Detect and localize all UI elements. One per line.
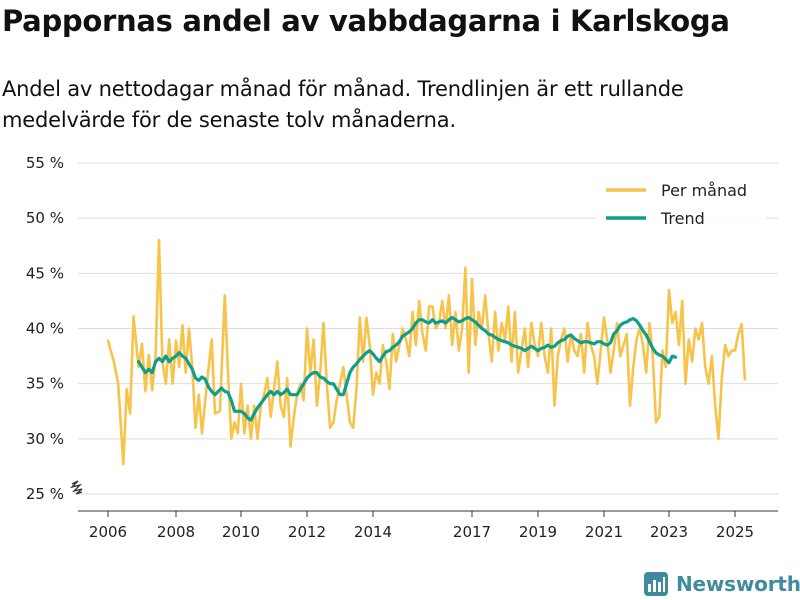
series-lines	[106, 238, 747, 466]
legend: Per månad Trend	[596, 177, 766, 235]
y-tick-label: 50 %	[26, 209, 64, 227]
y-tick-label: 40 %	[26, 320, 64, 338]
newsworthy-logo: Newsworthy	[644, 570, 800, 598]
line-chart: 25 % 30 % 35 % 40 % 45 % 50 % 55 % 2006 2008 201…	[26, 154, 778, 541]
y-tick-label: 45 %	[26, 264, 64, 282]
x-tick-label: 2008	[157, 523, 195, 541]
brand-name: Newsworthy	[676, 572, 800, 596]
series-line-per-manad	[106, 238, 747, 466]
x-axis: 2006 2008 2010 2012 2014 2017 2019 2021 2023 2025	[78, 510, 778, 541]
y-tick-label: 55 %	[26, 154, 64, 172]
x-tick-label: 2023	[650, 523, 688, 541]
legend-label: Trend	[660, 209, 705, 228]
axis-break-icon	[69, 480, 83, 495]
legend-background	[596, 177, 766, 235]
y-tick-label: 35 %	[26, 375, 64, 393]
x-tick-label: 2014	[354, 523, 392, 541]
x-tick-label: 2010	[222, 523, 260, 541]
x-tick-label: 2012	[288, 523, 326, 541]
y-tick-label: 25 %	[26, 485, 64, 503]
x-tick-label: 2021	[585, 523, 623, 541]
x-tick-label: 2025	[716, 523, 754, 541]
x-tick-label: 2006	[89, 523, 127, 541]
y-axis: 25 % 30 % 35 % 40 % 45 % 50 % 55 %	[26, 154, 83, 503]
chart-title: Pappornas andel av vabbdagarna i Karlsko…	[2, 4, 730, 38]
series-line-trend	[137, 315, 678, 422]
chart-subtitle: Andel av nettodagar månad för månad. Tre…	[2, 77, 684, 132]
legend-label: Per månad	[661, 181, 747, 200]
x-tick-label: 2017	[453, 523, 491, 541]
y-tick-label: 30 %	[26, 430, 64, 448]
x-tick-label: 2019	[519, 523, 557, 541]
bar-chart-icon	[644, 572, 668, 596]
